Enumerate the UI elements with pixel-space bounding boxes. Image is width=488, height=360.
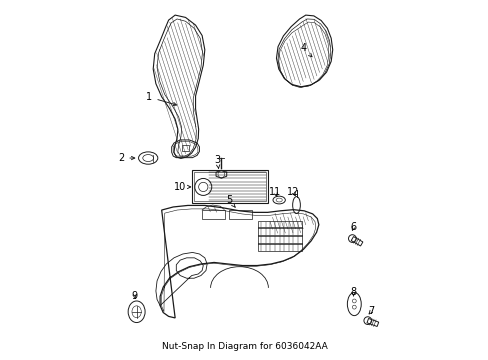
Text: 4: 4: [300, 43, 311, 57]
Text: 12: 12: [286, 187, 299, 197]
Text: 2: 2: [118, 153, 135, 163]
Text: 3: 3: [214, 155, 220, 168]
Text: 9: 9: [131, 291, 138, 301]
Text: 5: 5: [225, 195, 235, 207]
Text: 8: 8: [350, 288, 356, 297]
Text: 6: 6: [350, 222, 356, 232]
Text: Nut-Snap In Diagram for 6036042AA: Nut-Snap In Diagram for 6036042AA: [162, 342, 326, 351]
Text: 11: 11: [269, 187, 281, 197]
Text: 1: 1: [146, 92, 176, 106]
Text: 10: 10: [174, 182, 190, 192]
Text: 7: 7: [368, 306, 374, 316]
